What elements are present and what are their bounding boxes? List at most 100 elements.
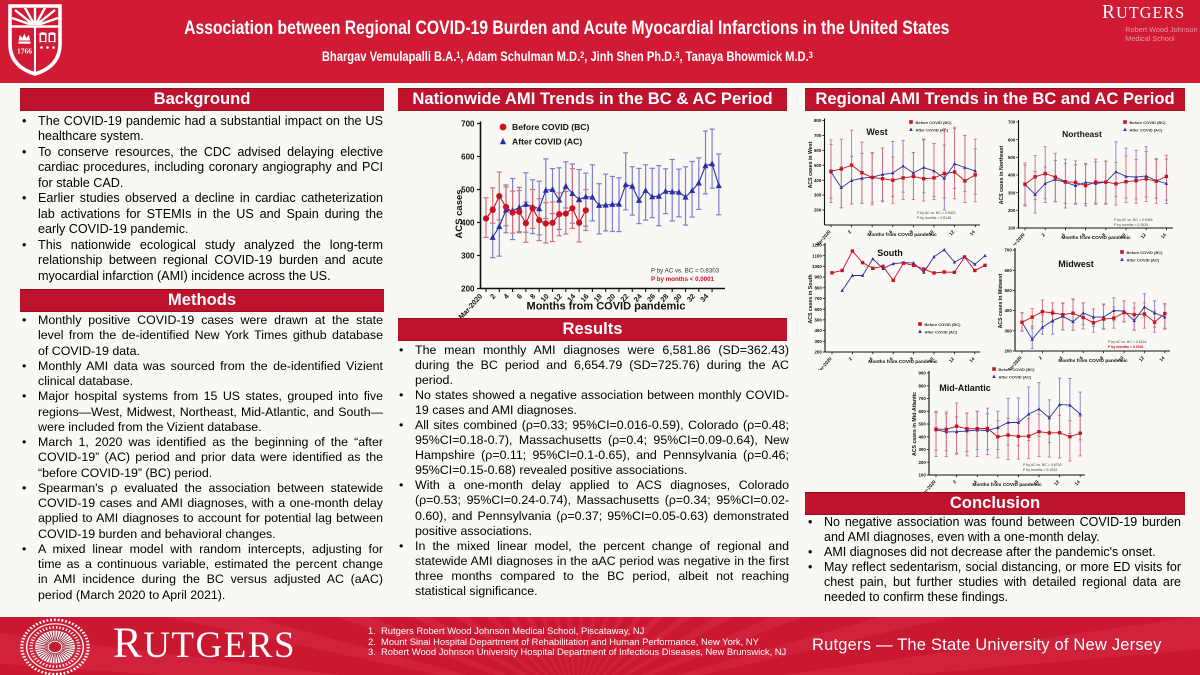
svg-text:P by months < 0.0001: P by months < 0.0001 bbox=[651, 276, 715, 283]
svg-text:10: 10 bbox=[928, 229, 935, 236]
svg-text:After COVID (AC): After COVID (AC) bbox=[925, 329, 958, 334]
svg-text:Before COVID (BC): Before COVID (BC) bbox=[512, 122, 589, 132]
svg-text:200: 200 bbox=[1008, 208, 1016, 213]
svg-text:30: 30 bbox=[672, 292, 684, 304]
svg-text:12: 12 bbox=[1053, 479, 1060, 486]
svg-text:4: 4 bbox=[1058, 355, 1064, 361]
svg-text:8: 8 bbox=[1014, 479, 1020, 485]
svg-text:1200: 1200 bbox=[812, 243, 822, 248]
svg-text:8: 8 bbox=[1101, 232, 1107, 238]
svg-text:ACS cases in South: ACS cases in South bbox=[808, 274, 814, 323]
svg-text:South: South bbox=[877, 248, 903, 258]
svg-text:22: 22 bbox=[618, 292, 630, 304]
svg-text:600: 600 bbox=[461, 152, 475, 161]
svg-text:After COVID (AC): After COVID (AC) bbox=[916, 127, 949, 132]
svg-text:4: 4 bbox=[501, 292, 510, 301]
svg-text:600: 600 bbox=[918, 409, 926, 414]
svg-text:Months from COVID pandemic: Months from COVID pandemic bbox=[1061, 235, 1131, 241]
svg-text:300: 300 bbox=[1008, 190, 1016, 195]
svg-text:20: 20 bbox=[605, 292, 617, 304]
svg-text:4: 4 bbox=[868, 229, 874, 235]
svg-text:West: West bbox=[866, 127, 887, 137]
svg-text:700: 700 bbox=[814, 296, 822, 301]
svg-text:Before COVID (BC): Before COVID (BC) bbox=[1130, 120, 1167, 125]
svg-text:4: 4 bbox=[868, 356, 874, 362]
svg-text:P by AC vs. BC = 0.6164: P by AC vs. BC = 0.6164 bbox=[1108, 340, 1147, 344]
svg-text:900: 900 bbox=[918, 371, 926, 376]
svg-text:10: 10 bbox=[1120, 232, 1127, 239]
svg-text:600: 600 bbox=[1008, 137, 1016, 142]
svg-text:8: 8 bbox=[909, 356, 915, 362]
svg-text:300: 300 bbox=[1004, 328, 1012, 333]
svg-text:4: 4 bbox=[973, 479, 979, 485]
svg-text:After COVID (AC): After COVID (AC) bbox=[1127, 257, 1160, 262]
svg-text:12: 12 bbox=[1140, 232, 1147, 239]
svg-text:2: 2 bbox=[488, 292, 497, 301]
svg-text:200: 200 bbox=[814, 350, 822, 355]
svg-text:700: 700 bbox=[814, 133, 822, 138]
svg-text:14: 14 bbox=[565, 292, 577, 304]
svg-text:700: 700 bbox=[1004, 248, 1012, 253]
svg-text:600: 600 bbox=[814, 148, 822, 153]
svg-text:ACS cases in West: ACS cases in West bbox=[808, 141, 814, 188]
svg-text:16: 16 bbox=[579, 292, 591, 304]
svg-text:12: 12 bbox=[552, 292, 564, 304]
svg-text:2: 2 bbox=[1038, 355, 1044, 361]
svg-text:6: 6 bbox=[1079, 355, 1085, 361]
svg-text:P by AC vs. BC = 0.6792: P by AC vs. BC = 0.6792 bbox=[1023, 463, 1062, 467]
svg-text:6: 6 bbox=[993, 479, 999, 485]
svg-text:Midwest: Midwest bbox=[1058, 259, 1094, 269]
svg-text:300: 300 bbox=[461, 251, 475, 260]
svg-text:ACS cases in Mid-Atlantic: ACS cases in Mid-Atlantic bbox=[912, 392, 918, 456]
svg-text:12: 12 bbox=[1138, 355, 1145, 362]
svg-text:6: 6 bbox=[888, 229, 894, 235]
svg-text:100: 100 bbox=[1008, 226, 1016, 231]
svg-text:600: 600 bbox=[1004, 268, 1012, 273]
svg-text:14: 14 bbox=[1158, 355, 1165, 362]
svg-text:200: 200 bbox=[461, 284, 475, 293]
svg-text:After COVID (AC): After COVID (AC) bbox=[1130, 127, 1163, 132]
svg-text:200: 200 bbox=[1004, 349, 1012, 354]
svg-text:1766: 1766 bbox=[17, 47, 32, 56]
svg-text:1100: 1100 bbox=[812, 253, 822, 258]
svg-text:28: 28 bbox=[658, 292, 670, 304]
svg-text:ACS cases: ACS cases bbox=[454, 189, 465, 238]
svg-text:6: 6 bbox=[1081, 232, 1087, 238]
svg-text:P by months = 0.3525: P by months = 0.3525 bbox=[1114, 223, 1148, 227]
svg-text:14: 14 bbox=[968, 356, 975, 363]
svg-text:6: 6 bbox=[889, 356, 895, 362]
svg-text:P by months = 0.1043: P by months = 0.1043 bbox=[1023, 468, 1057, 472]
svg-text:10: 10 bbox=[1033, 479, 1040, 486]
svg-text:2: 2 bbox=[848, 356, 854, 362]
svg-text:10: 10 bbox=[928, 356, 935, 363]
svg-text:P by months = 0.8148: P by months = 0.8148 bbox=[917, 216, 951, 220]
svg-text:400: 400 bbox=[814, 328, 822, 333]
svg-text:Before COVID (BC): Before COVID (BC) bbox=[999, 367, 1036, 372]
svg-text:600: 600 bbox=[814, 307, 822, 312]
svg-text:10: 10 bbox=[539, 292, 551, 304]
svg-text:8: 8 bbox=[909, 229, 915, 235]
svg-text:8: 8 bbox=[1099, 355, 1105, 361]
svg-text:500: 500 bbox=[1004, 288, 1012, 293]
svg-text:P by AC vs. BC = 0.9422: P by AC vs. BC = 0.9422 bbox=[917, 211, 956, 215]
svg-text:400: 400 bbox=[918, 434, 926, 439]
svg-text:700: 700 bbox=[461, 119, 475, 128]
svg-text:300: 300 bbox=[814, 193, 822, 198]
svg-text:6: 6 bbox=[515, 292, 524, 301]
svg-text:4: 4 bbox=[1061, 232, 1067, 238]
svg-text:ACS cases in Northeast: ACS cases in Northeast bbox=[999, 145, 1005, 204]
svg-text:400: 400 bbox=[814, 178, 822, 183]
svg-text:500: 500 bbox=[461, 185, 475, 194]
svg-text:200: 200 bbox=[814, 208, 822, 213]
svg-text:Months from COVID pandemic: Months from COVID pandemic bbox=[868, 359, 938, 365]
svg-text:800: 800 bbox=[918, 383, 926, 388]
svg-text:2: 2 bbox=[952, 479, 958, 485]
svg-text:300: 300 bbox=[918, 447, 926, 452]
svg-text:400: 400 bbox=[1008, 173, 1016, 178]
svg-text:Mar-2020: Mar-2020 bbox=[816, 356, 833, 370]
svg-text:Months from COVID pandemic: Months from COVID pandemic bbox=[867, 232, 937, 238]
svg-text:Months from COVID pandemic: Months from COVID pandemic bbox=[972, 482, 1042, 488]
svg-text:Before COVID (BC): Before COVID (BC) bbox=[916, 120, 953, 125]
svg-text:300: 300 bbox=[814, 339, 822, 344]
svg-text:P by AC vs. BC = 0.8303: P by AC vs. BC = 0.8303 bbox=[651, 268, 720, 275]
